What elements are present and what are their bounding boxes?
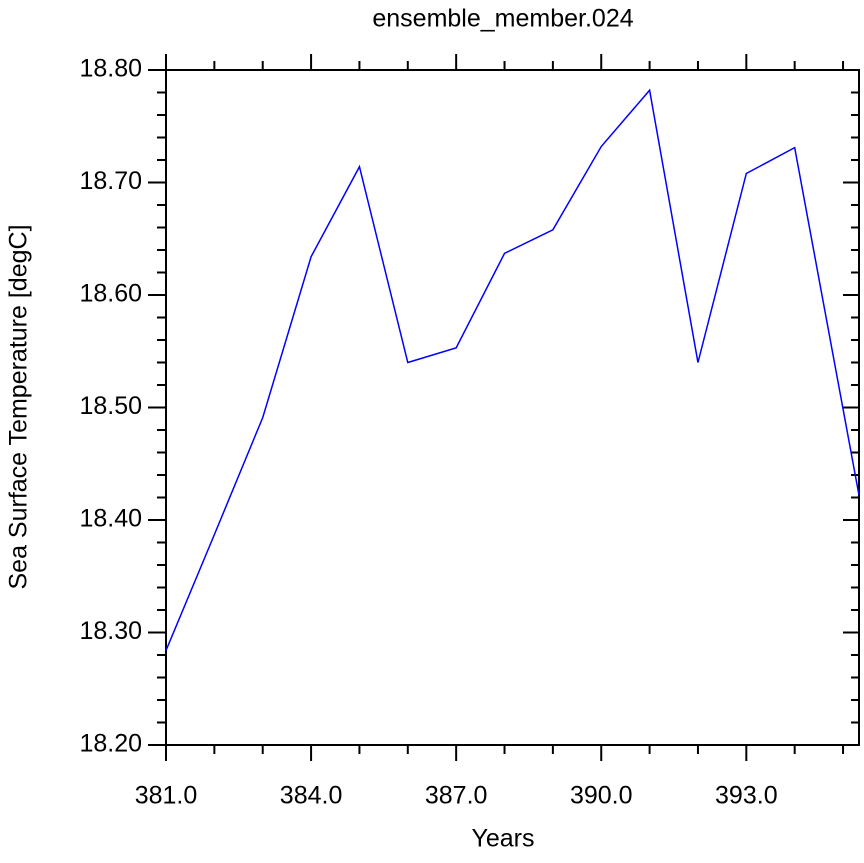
x-tick-label: 390.0 xyxy=(570,782,633,810)
y-tick-label: 18.50 xyxy=(79,392,142,420)
y-tick-label: 18.70 xyxy=(79,167,142,195)
plot-frame xyxy=(165,69,860,746)
y-tick-label: 18.30 xyxy=(79,617,142,645)
x-tick-label: 393.0 xyxy=(715,782,778,810)
x-axis-label: Years xyxy=(471,825,534,853)
x-tick-label: 381.0 xyxy=(135,782,198,810)
x-tick-label: 387.0 xyxy=(425,782,488,810)
y-tick-label: 18.20 xyxy=(79,730,142,758)
y-tick-label: 18.60 xyxy=(79,280,142,308)
y-axis-label: Sea Surface Temperature [degC] xyxy=(5,224,33,589)
x-tick-label: 384.0 xyxy=(280,782,343,810)
data-line xyxy=(165,88,860,651)
chart-title: ensemble_member.024 xyxy=(372,5,633,33)
y-tick-label: 18.80 xyxy=(79,55,142,83)
y-tick-label: 18.40 xyxy=(79,505,142,533)
